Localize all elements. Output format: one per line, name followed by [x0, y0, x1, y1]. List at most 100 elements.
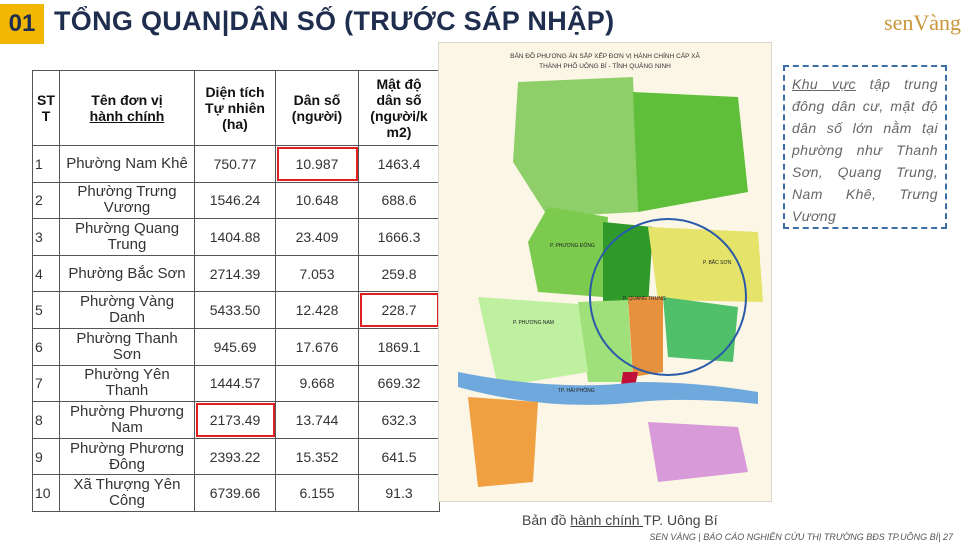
table-cell: 641.5: [358, 437, 440, 476]
column-header: Dân số (người): [275, 70, 359, 146]
table-cell: Phường Bắc Sơn: [59, 254, 195, 293]
header-line: m2): [386, 124, 412, 140]
table-cell: 10.987: [275, 145, 359, 183]
column-header: Tên đơn vị hành chính: [59, 70, 195, 146]
caption-part: hành chính: [570, 512, 644, 528]
header-line: (người/k: [370, 108, 428, 124]
table-cell: 9.668: [275, 364, 359, 403]
table-cell: 6: [32, 327, 60, 366]
table-row: 2 Phường Trưng Vương 1546.24 10.648 688.6: [32, 181, 440, 220]
region: [648, 227, 763, 302]
table-cell: 17.676: [275, 327, 359, 366]
header-line: Mật độ: [376, 76, 422, 92]
table-cell: 3: [32, 218, 60, 256]
table-cell: 10.648: [275, 181, 359, 220]
table-cell: 1463.4: [358, 145, 440, 183]
map-label: P. BẮC SƠN: [703, 258, 732, 266]
table-cell: 8: [32, 401, 60, 439]
map-label: P. PHƯƠNG NAM: [513, 320, 554, 326]
region: [513, 77, 638, 217]
region: [648, 422, 748, 482]
table-row: 1 Phường Nam Khê 750.77 10.987 1463.4: [32, 145, 440, 183]
region: [528, 207, 608, 297]
table-cell: 4: [32, 254, 60, 293]
table-cell: Phường Phương Nam: [59, 401, 195, 439]
table-row: 7 Phường Yên Thanh 1444.57 9.668 669.32: [32, 364, 440, 403]
table-row: 5 Phường Vàng Danh 5433.50 12.428 228.7: [32, 291, 440, 329]
table-cell: 1869.1: [358, 327, 440, 366]
table-cell: Phường Trưng Vương: [59, 181, 195, 220]
column-header: Mật độ dân số (người/k m2): [358, 70, 440, 146]
logo-part: Vàng: [913, 10, 961, 35]
footer: SEN VÀNG | BÁO CÁO NGHIÊN CỨU THỊ TRƯỜNG…: [649, 532, 953, 542]
logo-part: sen: [884, 10, 914, 35]
caption-part: Bản đồ: [522, 512, 571, 528]
table-row: 10 Xã Thượng Yên Công 6739.66 6.155 91.3: [32, 474, 440, 512]
table-cell: 1444.57: [194, 364, 276, 403]
river: [458, 372, 758, 405]
table-cell: 2: [32, 181, 60, 220]
note-box: Khu vực tập trung đông dân cư, mật độ dâ…: [783, 65, 947, 229]
header-line: dân số: [376, 92, 422, 108]
header-line: (người): [291, 108, 343, 124]
table-cell: 23.409: [275, 218, 359, 256]
table-cell: 12.428: [275, 291, 359, 329]
note-underline: Khu vực: [792, 76, 856, 92]
table-cell: 5433.50: [194, 291, 276, 329]
note-text: tập trung đông dân cư, mật độ dân số lớn…: [792, 76, 938, 224]
table-cell: 2393.22: [194, 437, 276, 476]
table-cell: 1: [32, 145, 60, 183]
map-caption: Bản đồ hành chính TP. Uông Bí: [522, 512, 718, 528]
slide-title: TỔNG QUAN|DÂN SỐ (TRƯỚC SÁP NHẬP): [54, 6, 615, 36]
table-cell: Phường Nam Khê: [59, 145, 195, 183]
region: [663, 297, 738, 362]
table-cell: 2714.39: [194, 254, 276, 293]
column-header: Diện tích Tự nhiên (ha): [194, 70, 276, 146]
header-line: hành chính: [89, 108, 165, 124]
table-cell: 750.77: [194, 145, 276, 183]
table-cell: 5: [32, 291, 60, 329]
region: [603, 222, 653, 307]
table-cell: 228.7: [358, 291, 440, 329]
table-cell: 9: [32, 437, 60, 476]
map: BẢN ĐỒ PHƯƠNG ÁN SẮP XẾP ĐƠN VỊ HÀNH CHÍ…: [438, 42, 772, 502]
section-number: 01: [0, 4, 44, 44]
table-cell: 2173.49: [194, 401, 276, 439]
table-cell: 669.32: [358, 364, 440, 403]
table-cell: 1666.3: [358, 218, 440, 256]
region: [468, 397, 538, 487]
map-label: P. PHƯƠNG ĐÔNG: [550, 242, 595, 249]
region: [633, 92, 748, 212]
region: [578, 300, 633, 382]
table-cell: 10: [32, 474, 60, 512]
region: [478, 297, 588, 387]
caption-part: TP. Uông Bí: [643, 512, 718, 528]
header-line: (ha): [222, 116, 248, 132]
table-cell: Phường Thanh Sơn: [59, 327, 195, 366]
header-line: Tên đơn vị: [91, 92, 163, 108]
table-cell: 259.8: [358, 254, 440, 293]
table-cell: 1546.24: [194, 181, 276, 220]
table-cell: 632.3: [358, 401, 440, 439]
header-line: ST: [37, 92, 55, 108]
table-cell: 91.3: [358, 474, 440, 512]
logo: senVàng: [884, 10, 961, 36]
map-label: TP. HẢI PHÒNG: [558, 387, 595, 394]
map-title: THÀNH PHỐ UÔNG BÍ - TỈNH QUẢNG NINH: [539, 60, 671, 70]
table-row: 9 Phường Phương Đông 2393.22 15.352 641.5: [32, 437, 440, 476]
table-cell: 945.69: [194, 327, 276, 366]
table-cell: 1404.88: [194, 218, 276, 256]
map-title: BẢN ĐỒ PHƯƠNG ÁN SẮP XẾP ĐƠN VỊ HÀNH CHÍ…: [510, 50, 700, 60]
column-header: ST T: [32, 70, 60, 146]
table-cell: Phường Quang Trung: [59, 218, 195, 256]
map-label: P. QUANG TRUNG: [623, 296, 666, 302]
table-row: 8 Phường Phương Nam 2173.49 13.744 632.3: [32, 401, 440, 439]
header-line: Dân số: [293, 92, 341, 108]
table-row: 3 Phường Quang Trung 1404.88 23.409 1666.3: [32, 218, 440, 256]
header-line: Diện tích: [205, 84, 265, 100]
header-line: T: [41, 108, 51, 124]
table-cell: Phường Phương Đông: [59, 437, 195, 476]
header-line: Tự nhiên: [205, 100, 265, 116]
region: [628, 297, 663, 377]
